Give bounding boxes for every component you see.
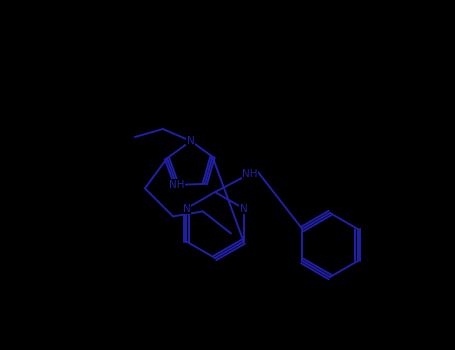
Text: NH: NH	[242, 169, 258, 179]
Text: N: N	[182, 203, 190, 214]
Text: N: N	[187, 136, 195, 146]
Text: NH: NH	[169, 180, 184, 190]
Text: N: N	[240, 203, 248, 214]
